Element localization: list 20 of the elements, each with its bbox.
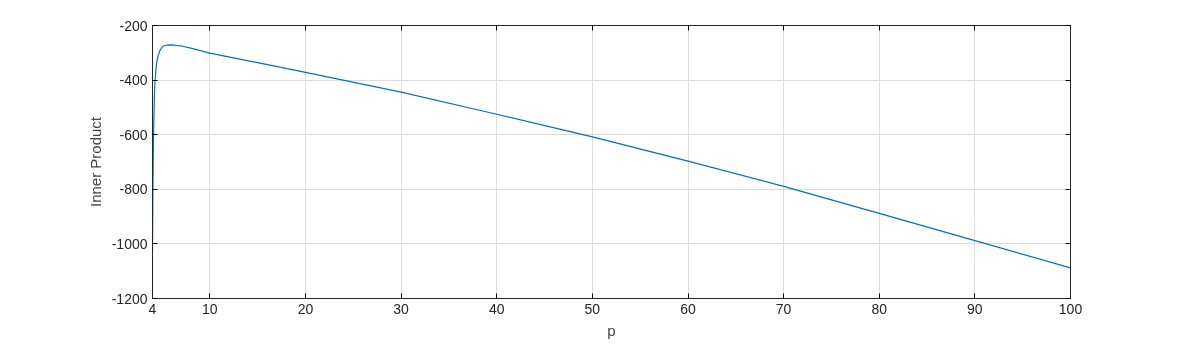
x-tick-label: 90 [967,300,983,317]
x-tick-label: 60 [680,300,696,317]
y-tick-label: -600 [119,126,148,143]
y-tick-label: -1200 [111,290,148,307]
x-tick-label: 20 [297,300,314,317]
y-tick-label: -1000 [111,235,148,252]
line-series [152,44,1071,269]
x-tick-label: 80 [871,300,888,317]
y-tick-label: -400 [119,72,148,89]
y-tick-label: -800 [119,181,148,198]
y-tick-label: -200 [119,17,148,34]
y-axis-title: Inner Product [86,116,104,208]
x-tick-label: 4 [148,300,157,317]
x-tick-label: 10 [202,300,218,317]
x-tick-label: 40 [488,300,505,317]
x-tick-label: 70 [775,300,792,317]
x-tick-label: 30 [393,300,410,317]
x-tick-label: 50 [584,300,601,317]
x-tick-label: 100 [1058,300,1083,317]
x-axis-title: p [607,321,616,339]
